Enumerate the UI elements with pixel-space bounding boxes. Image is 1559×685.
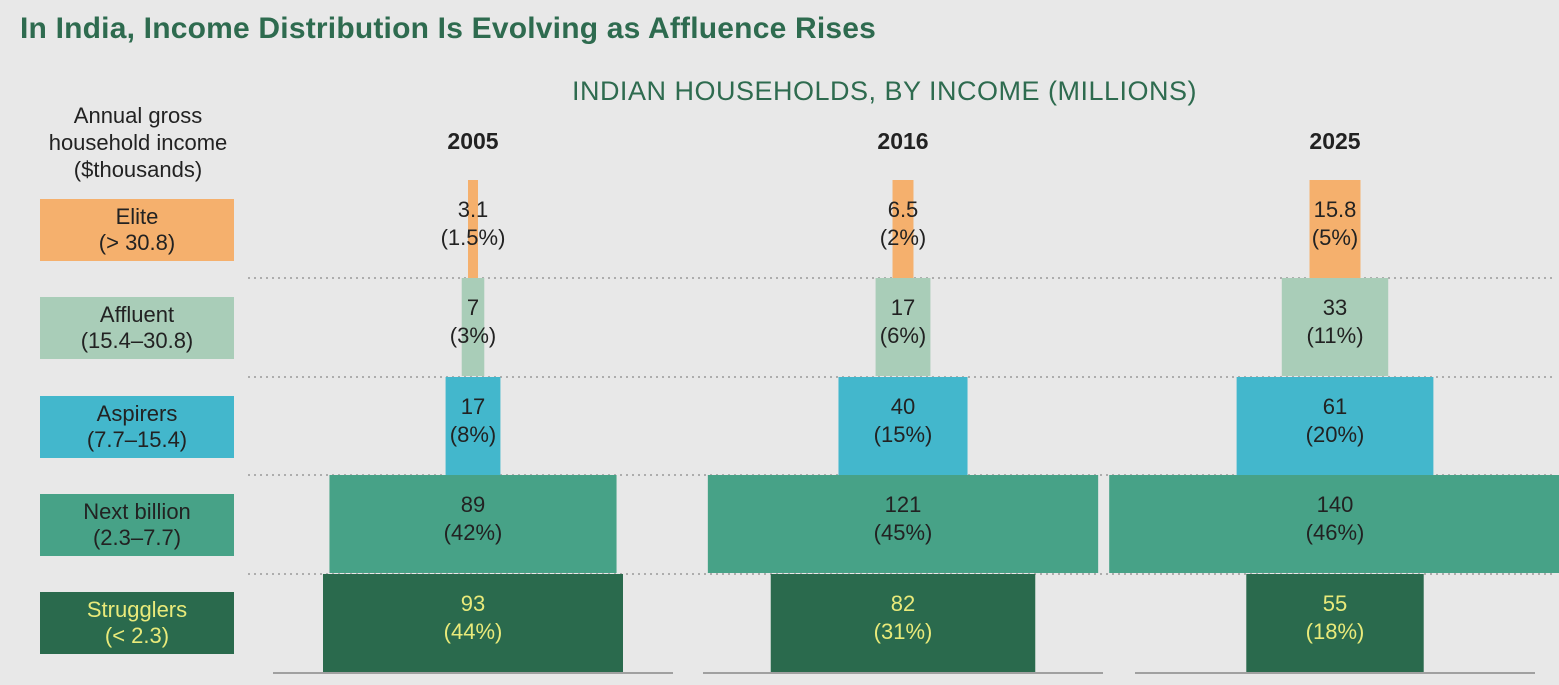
legend-strugglers-range: (< 2.3) xyxy=(104,623,170,648)
value-label-2025-next-billion: 140 xyxy=(1317,492,1354,517)
share-label-2016-strugglers: (31%) xyxy=(874,619,933,644)
legend-affluent-name: Affluent xyxy=(99,302,175,327)
chart-title: In India, Income Distribution Is Evolvin… xyxy=(20,12,877,45)
legend-elite-name: Elite xyxy=(115,204,159,229)
value-label-2025-strugglers: 55 xyxy=(1323,591,1347,616)
bar-2025-affluent xyxy=(1281,278,1389,376)
bar-2005-affluent xyxy=(461,278,485,376)
share-label-2005-strugglers: (44%) xyxy=(444,619,503,644)
share-label-2025-aspirers: (20%) xyxy=(1306,422,1365,447)
share-label-2016-next-billion: (45%) xyxy=(874,520,933,545)
legend-next-billion-range: (2.3–7.7) xyxy=(92,525,182,550)
share-label-2005-elite: (1.5%) xyxy=(441,225,506,250)
value-label-2005-elite: 3.1 xyxy=(458,197,489,222)
bar-2025-next-billion xyxy=(1109,475,1559,573)
share-label-2025-strugglers: (18%) xyxy=(1306,619,1365,644)
column-year-2025: 2025 xyxy=(1309,128,1361,154)
bar-2005-next-billion xyxy=(329,475,617,573)
legend-next-billion-name: Next billion xyxy=(83,499,191,524)
value-label-2016-elite: 6.5 xyxy=(888,197,919,222)
bar-2016-next-billion xyxy=(707,475,1099,573)
value-label-2005-aspirers: 17 xyxy=(461,394,485,419)
legend-aspirers-name: Aspirers xyxy=(96,401,178,426)
bar-2016-aspirers xyxy=(838,377,968,475)
share-label-2016-aspirers: (15%) xyxy=(874,422,933,447)
column-year-2016: 2016 xyxy=(877,128,929,154)
bar-2016-affluent xyxy=(875,278,931,376)
bar-2016-elite xyxy=(892,180,914,278)
legend-elite-range: (> 30.8) xyxy=(98,230,176,255)
bar-2005-elite xyxy=(468,180,478,278)
legend-affluent: Affluent (15.4–30.8) xyxy=(40,297,234,359)
value-label-2025-aspirers: 61 xyxy=(1323,394,1347,419)
value-label-2025-elite: 15.8 xyxy=(1314,197,1357,222)
share-label-2005-affluent: (3%) xyxy=(450,323,496,348)
chart-subtitle: INDIAN HOUSEHOLDS, BY INCOME (MILLIONS) xyxy=(571,76,1198,106)
legend-strugglers: Strugglers (< 2.3) xyxy=(40,592,234,654)
bar-2025-strugglers xyxy=(1246,574,1424,672)
column-year-2005: 2005 xyxy=(447,128,499,154)
value-label-2016-aspirers: 40 xyxy=(891,394,915,419)
share-label-2016-affluent: (6%) xyxy=(880,323,926,348)
bar-2016-strugglers xyxy=(770,574,1036,672)
legend-aspirers: Aspirers (7.7–15.4) xyxy=(40,396,234,458)
bar-2005-strugglers xyxy=(323,574,623,672)
value-label-2005-strugglers: 93 xyxy=(461,591,485,616)
legend-affluent-range: (15.4–30.8) xyxy=(80,328,194,353)
legend-strugglers-name: Strugglers xyxy=(86,597,188,622)
bar-2025-aspirers xyxy=(1236,377,1434,475)
legend-next-billion: Next billion (2.3–7.7) xyxy=(40,494,234,556)
share-label-2025-elite: (5%) xyxy=(1312,225,1358,250)
bar-2025-elite xyxy=(1309,180,1361,278)
income-axis-header: Annual gross household income ($thousand… xyxy=(48,103,228,182)
value-label-2005-affluent: 7 xyxy=(467,295,479,320)
value-label-2005-next-billion: 89 xyxy=(461,492,485,517)
share-label-2016-elite: (2%) xyxy=(880,225,926,250)
share-label-2005-aspirers: (8%) xyxy=(450,422,496,447)
share-label-2025-affluent: (11%) xyxy=(1306,323,1363,348)
legend-elite: Elite (> 30.8) xyxy=(40,199,234,261)
value-label-2016-affluent: 17 xyxy=(891,295,915,320)
value-label-2016-next-billion: 121 xyxy=(885,492,922,517)
share-label-2005-next-billion: (42%) xyxy=(444,520,503,545)
value-label-2016-strugglers: 82 xyxy=(891,591,915,616)
share-label-2025-next-billion: (46%) xyxy=(1306,520,1365,545)
bar-2005-aspirers xyxy=(445,377,501,475)
value-label-2025-affluent: 33 xyxy=(1323,295,1347,320)
legend-aspirers-range: (7.7–15.4) xyxy=(86,427,188,452)
